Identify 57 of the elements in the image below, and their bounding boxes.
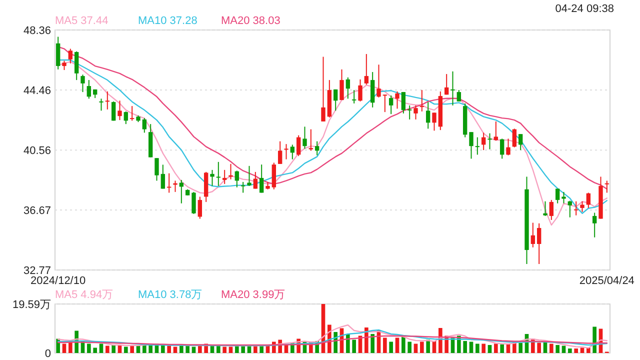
- text: MA10 37.28: [138, 15, 198, 27]
- bar: [550, 344, 554, 353]
- bar: [414, 344, 418, 353]
- text: MA5 37.44: [55, 15, 108, 27]
- bar: [370, 334, 374, 353]
- bar: [402, 336, 406, 353]
- bar: [500, 344, 504, 353]
- text: 04-24 09:38: [555, 3, 614, 15]
- y-tick-label: 0: [44, 348, 51, 360]
- bar: [482, 344, 486, 353]
- bar: [167, 346, 171, 353]
- bar: [469, 342, 474, 353]
- bar: [216, 346, 220, 353]
- text: MA20 3.99万: [221, 289, 286, 301]
- bar: [463, 340, 467, 353]
- bar: [494, 344, 498, 353]
- bar: [395, 338, 400, 353]
- bar: [426, 340, 430, 353]
- bar: [556, 344, 560, 353]
- y-tick-label: 40.56: [23, 145, 51, 158]
- bar: [124, 346, 128, 353]
- bar: [62, 344, 66, 353]
- bar: [87, 344, 91, 353]
- y-tick-label: 48.36: [23, 25, 51, 37]
- bar: [93, 348, 97, 353]
- bar: [568, 348, 572, 353]
- bar: [222, 346, 226, 353]
- y-tick-label: 44.46: [23, 85, 51, 98]
- bar: [346, 334, 350, 353]
- x-tick-label: 2025/04/24: [579, 275, 634, 287]
- bar: [408, 342, 412, 353]
- bar: [173, 346, 178, 353]
- bar: [580, 348, 584, 353]
- bar: [476, 344, 480, 353]
- bar: [383, 338, 387, 353]
- line-series: [57, 335, 608, 346]
- bar: [106, 346, 110, 353]
- bar: [389, 342, 393, 353]
- bar: [562, 346, 566, 353]
- bar: [364, 327, 368, 353]
- bar: [518, 342, 522, 353]
- bar: [420, 342, 424, 353]
- bar: [537, 342, 541, 353]
- y-tick-label: 36.67: [23, 204, 51, 217]
- bar: [352, 340, 356, 353]
- text: MA10 3.78万: [138, 289, 202, 301]
- bar: [192, 346, 196, 353]
- bar: [488, 344, 492, 353]
- y-tick-label: 19.59万: [12, 299, 51, 311]
- bar: [228, 346, 233, 353]
- bar: [574, 348, 578, 353]
- bar: [99, 344, 104, 353]
- line-series: [57, 329, 608, 346]
- y-tick-label: 32.77: [23, 265, 51, 277]
- text: MA20 38.03: [221, 15, 280, 27]
- text: MA5 4.94万: [55, 289, 114, 301]
- x-tick-label: 2024/12/10: [30, 275, 86, 287]
